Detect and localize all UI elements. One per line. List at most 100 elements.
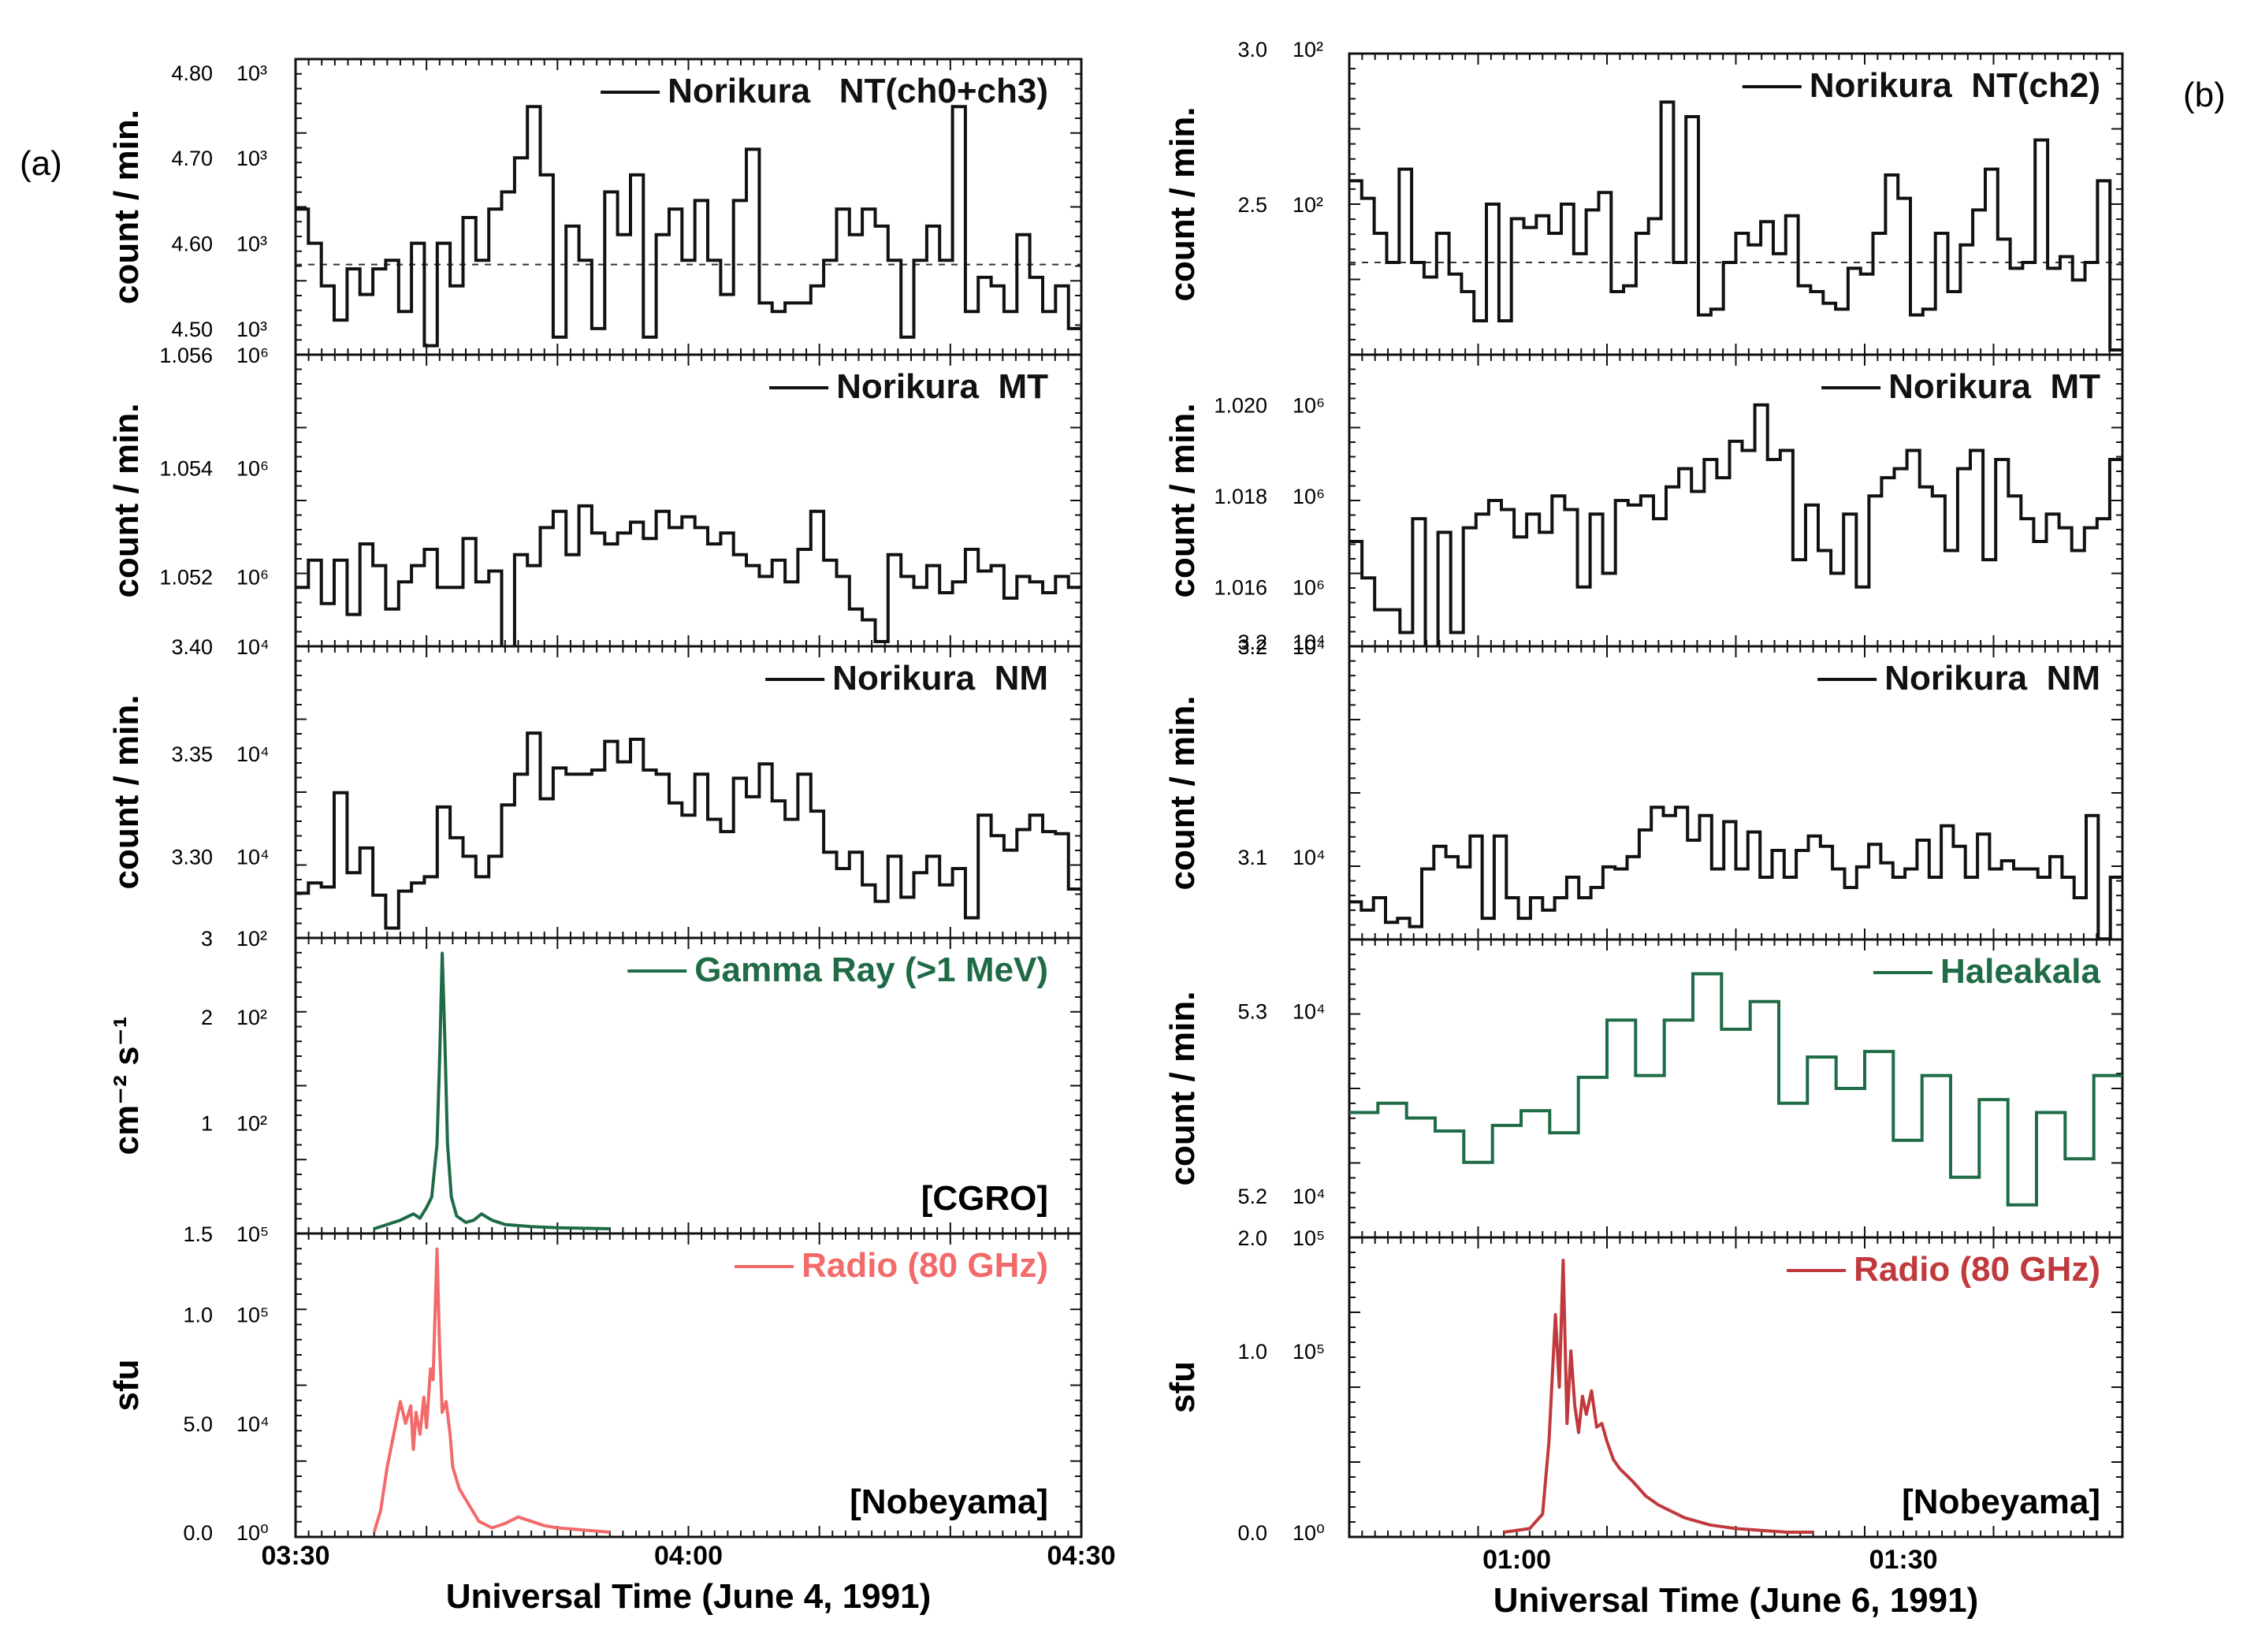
y-top-exponent: 10²	[1293, 38, 1323, 61]
y-tick-exponent: 10⁴	[1293, 999, 1326, 1023]
y-tick-exponent: 10³	[236, 61, 267, 85]
step-series-line	[1349, 100, 2122, 352]
y-axis-title: count / min.	[1163, 992, 1202, 1186]
y-axis-title: sfu	[107, 1360, 146, 1412]
panel-label-a: (a)	[20, 144, 62, 183]
y-top-exponent: 10⁴	[1293, 631, 1326, 654]
y-tick-label: 1.0	[183, 1304, 213, 1327]
series-b-haleakala	[1349, 972, 2122, 1207]
y-tick-exponent: 10²	[1293, 193, 1323, 217]
y-bottom-label: 1.056	[159, 344, 213, 367]
legend-label: Norikura NM	[1884, 659, 2100, 698]
source-label: [Nobeyama]	[850, 1483, 1048, 1521]
y-tick-exponent: 10⁰	[1293, 1521, 1325, 1545]
panel-a-nt: 4.50 10³ 4.60 10³ 4.70 10³ 4.80 10³ 1.056 10⁶ coun…	[107, 58, 1083, 367]
source-label: [CGRO]	[921, 1179, 1048, 1218]
y-tick-label: 1.016	[1214, 576, 1267, 600]
y-tick-exponent: 10²	[236, 1006, 267, 1029]
y-axis-title: count / min.	[107, 110, 146, 304]
y-axis-title: count / min.	[1163, 107, 1202, 302]
y-tick-label: 5.0	[183, 1412, 213, 1436]
y-tick-exponent: 10⁴	[236, 742, 270, 766]
y-tick-label: 0.0	[183, 1521, 213, 1545]
y-axis-title: count / min.	[107, 695, 146, 890]
y-tick-exponent: 10⁴	[1293, 846, 1326, 869]
y-tick-exponent: 10⁴	[236, 845, 270, 869]
y-tick-exponent: 10³	[236, 318, 267, 341]
y-bottom-label: 3.2	[1237, 635, 1267, 659]
x-tick-label: 04:00	[654, 1541, 723, 1571]
y-bottom-exponent: 10⁵	[1293, 1226, 1325, 1250]
y-tick-exponent: 10⁶	[236, 565, 269, 589]
y-tick-label: 0.0	[1237, 1521, 1267, 1545]
legend-label: Radio (80 GHz)	[1854, 1250, 2100, 1289]
legend-label: Norikura MT	[1888, 367, 2100, 406]
y-bottom-exponent: 10²	[236, 927, 267, 951]
step-series-line	[296, 504, 1081, 646]
y-bottom-exponent: 10⁵	[236, 1222, 269, 1246]
y-axis-title: cm⁻² s⁻¹	[107, 1016, 146, 1155]
y-tick-label: 1.020	[1214, 394, 1267, 418]
step-series-line	[296, 731, 1081, 930]
y-tick-label: 4.50	[171, 318, 213, 341]
panel-b-haleakala: 5.2 10⁴ 5.3 10⁴ 2.0 10⁵ count / min. Haleakala	[1163, 938, 2124, 1250]
panel-a-radio: 0.0 10⁰ 5.0 10⁴ 1.0 10⁵ sfu Radio (80 GHz) [Nobe…	[107, 1232, 1083, 1545]
y-tick-exponent: 10⁴	[236, 1412, 270, 1436]
series-a-radio	[372, 1247, 610, 1534]
x-tick-label: 03:30	[262, 1541, 330, 1571]
step-series-line	[1349, 972, 2122, 1207]
legend-label: Norikura NM	[832, 659, 1048, 698]
step-series-line	[1349, 403, 2122, 646]
line-series	[372, 1247, 610, 1534]
x-tick-label: 01:30	[1869, 1545, 1938, 1575]
y-tick-exponent: 10⁵	[1293, 1340, 1325, 1364]
y-tick-label: 4.60	[171, 233, 213, 256]
step-series-line	[1349, 806, 2122, 939]
y-tick-exponent: 10⁰	[236, 1521, 269, 1545]
column-b: 2.5 10² 3.0 10² count / min. Norikura NT(ch2)…	[1163, 38, 2124, 1620]
y-tick-exponent: 10³	[236, 147, 267, 170]
legend-label: Norikura NT(ch0+ch3)	[668, 72, 1048, 110]
y-top-label: 3.0	[1237, 38, 1267, 61]
y-tick-exponent: 10³	[236, 233, 267, 256]
y-bottom-label: 3	[201, 927, 213, 951]
series-a-nt	[296, 105, 1081, 348]
x-tick-label: 04:30	[1047, 1541, 1116, 1571]
y-tick-exponent: 10²	[236, 1112, 267, 1136]
y-axis-title: count / min.	[107, 404, 146, 598]
panel-b-nm: 3.1 10⁴ 3.2 10⁴ count / min. Norikura NM	[1163, 631, 2124, 941]
y-axis-title: count / min.	[1163, 404, 1202, 598]
y-tick-label: 1	[201, 1112, 213, 1136]
y-bottom-label: 2.0	[1237, 1226, 1267, 1250]
panel-a-nm: 3.30 10⁴ 3.35 10⁴ 3 10² count / min. Norikura N…	[107, 645, 1083, 951]
y-tick-label: 1.052	[159, 565, 213, 589]
legend-label: Radio (80 GHz)	[802, 1246, 1048, 1285]
y-tick-label: 3.35	[171, 742, 213, 766]
y-tick-exponent: 10⁶	[1293, 485, 1325, 508]
y-axis-title: sfu	[1163, 1361, 1202, 1413]
y-tick-label: 1.018	[1214, 485, 1267, 508]
line-series	[374, 951, 610, 1230]
y-bottom-label: 3.40	[171, 635, 213, 659]
series-b-nm	[1349, 806, 2122, 939]
line-series	[1503, 1259, 1813, 1534]
y-tick-exponent: 10⁶	[236, 457, 269, 481]
source-label: [Nobeyama]	[1902, 1483, 2100, 1521]
series-b-nt	[1349, 100, 2122, 352]
series-b-mt	[1349, 403, 2122, 646]
legend-label: Gamma Ray (>1 MeV)	[694, 951, 1048, 989]
series-a-nm	[296, 731, 1081, 930]
panel-a-gamma: 1 10² 2 10² 1.5 10⁵ cm⁻² s⁻¹ Gamma Ray (>1 MeV)…	[107, 936, 1083, 1246]
x-tick-label: 01:00	[1482, 1545, 1551, 1575]
panel-b-mt: 1.016 10⁶ 1.018 10⁶ 1.020 10⁶ 3.2 10⁴ count / mi…	[1163, 353, 2124, 659]
y-tick-label: 2.5	[1237, 193, 1267, 217]
panel-b-radio: 0.0 10⁰ 1.0 10⁵ sfu Radio (80 GHz) [Nobeyama]	[1163, 1236, 2124, 1545]
y-tick-label: 4.70	[171, 147, 213, 170]
y-axis-title: count / min.	[1163, 696, 1202, 891]
column-a: 4.50 10³ 4.60 10³ 4.70 10³ 4.80 10³ 1.056 10⁶ coun…	[107, 58, 1116, 1616]
series-a-gamma	[374, 951, 610, 1230]
series-b-radio	[1503, 1259, 1813, 1534]
y-tick-label: 3.30	[171, 845, 213, 869]
y-top-label: 3.2	[1237, 631, 1267, 654]
